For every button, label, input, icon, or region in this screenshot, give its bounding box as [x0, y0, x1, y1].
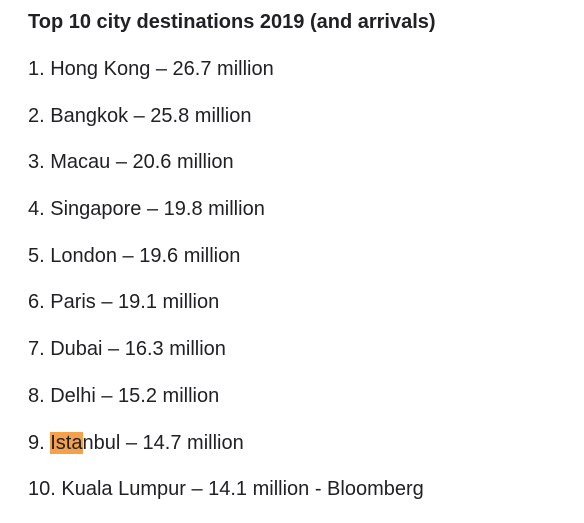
- list-item-2: 2. Bangkok – 25.8 million: [28, 104, 252, 127]
- list-item-3: 3. Macau – 20.6 million: [28, 151, 234, 174]
- list-item-6: 6. Paris – 19.1 million: [28, 291, 220, 314]
- search-highlight: Ista: [50, 431, 83, 454]
- list-item-1: 1. Hong Kong – 26.7 million: [28, 58, 274, 80]
- list-item-9-rest: nbul – 14.7 million: [82, 431, 244, 454]
- document-body: Top 10 city destinations 2019 (and arriv…: [28, 8, 576, 523]
- list-item-10: 10. Kuala Lumpur – 14.1 million - Bloomb…: [28, 478, 424, 501]
- list-item-9: 9. Istanbul – 14.7 million: [28, 430, 576, 456]
- list-item-9-prefix: 9.: [28, 431, 51, 454]
- list-item-4: 4. Singapore – 19.8 million: [28, 198, 265, 221]
- list-heading: Top 10 city destinations 2019 (and arriv…: [28, 11, 436, 33]
- list-item-5: 5. London – 19.6 million: [28, 244, 241, 267]
- list-item-8: 8. Delhi – 15.2 million: [28, 384, 220, 407]
- destination-list: 1. Hong Kong – 26.7 million 2. Bangkok –…: [28, 56, 576, 502]
- list-item-7: 7. Dubai – 16.3 million: [28, 338, 226, 361]
